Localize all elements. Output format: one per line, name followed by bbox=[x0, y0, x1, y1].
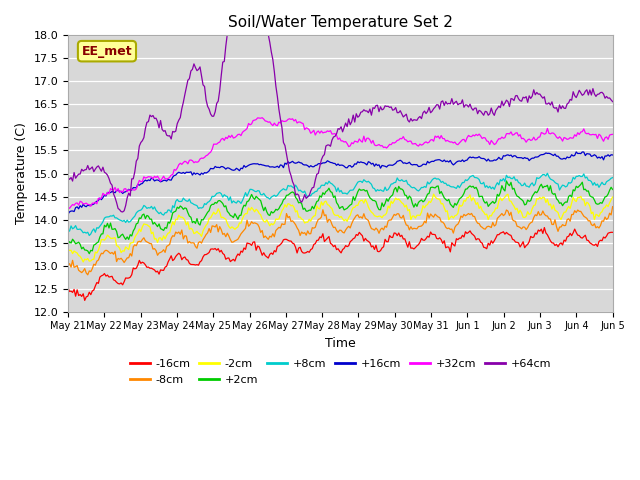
X-axis label: Time: Time bbox=[325, 337, 356, 350]
Y-axis label: Temperature (C): Temperature (C) bbox=[15, 122, 28, 225]
Title: Soil/Water Temperature Set 2: Soil/Water Temperature Set 2 bbox=[228, 15, 452, 30]
Legend: -16cm, -8cm, -2cm, +2cm, +8cm, +16cm, +32cm, +64cm: -16cm, -8cm, -2cm, +2cm, +8cm, +16cm, +3… bbox=[125, 355, 556, 389]
Text: EE_met: EE_met bbox=[82, 45, 132, 58]
